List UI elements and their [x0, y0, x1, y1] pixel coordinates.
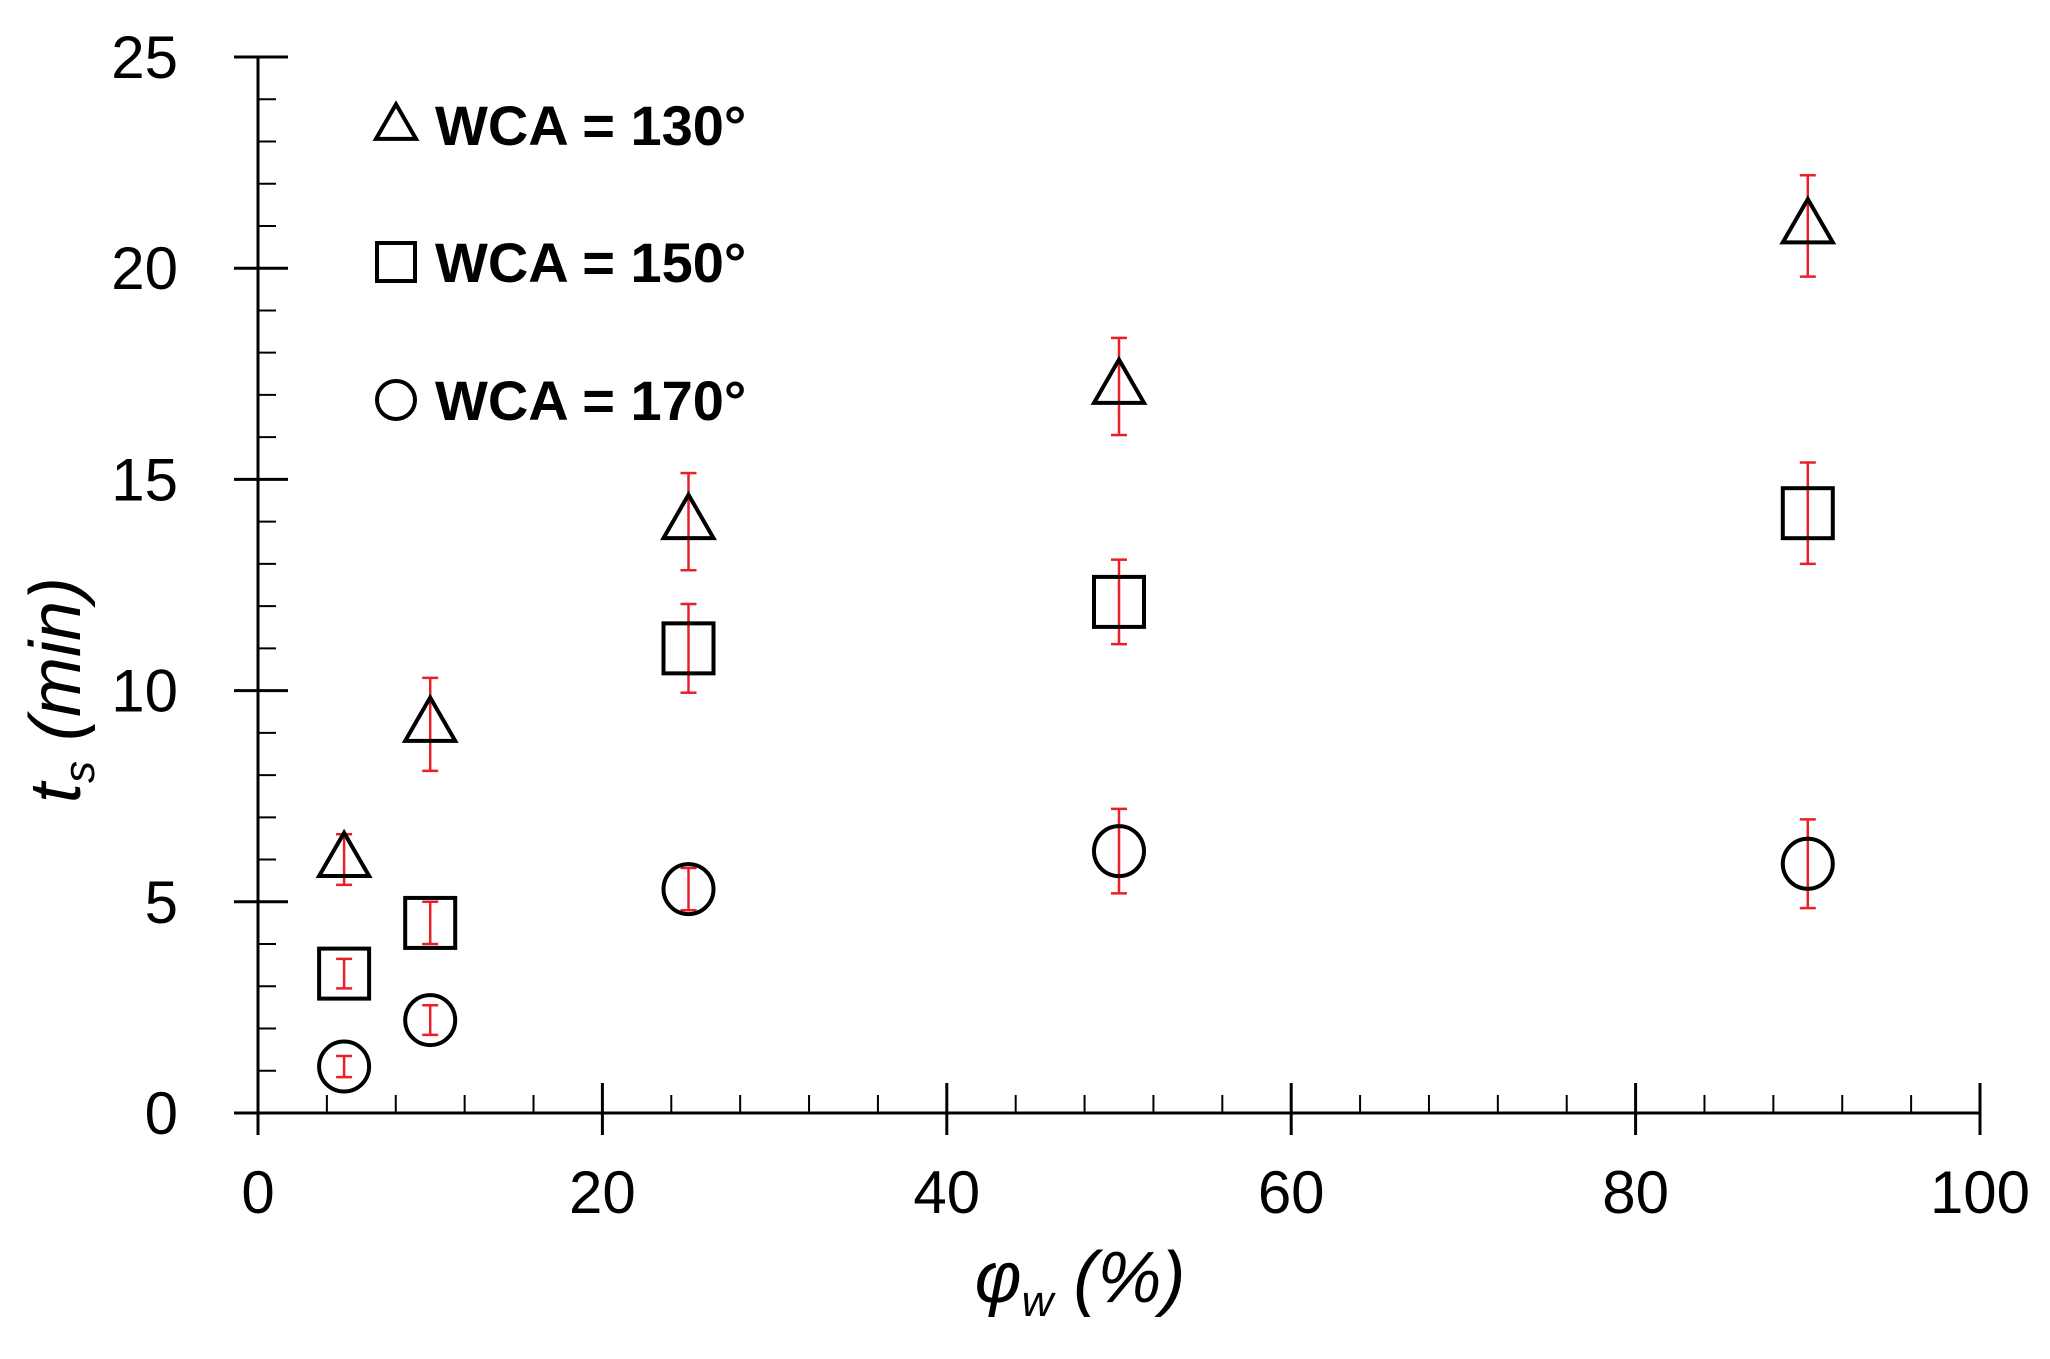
x-axis-title-sub: w — [1022, 1277, 1057, 1326]
y-tick-label: 15 — [111, 446, 178, 513]
y-tick-label: 25 — [111, 24, 178, 91]
y-tick-label: 20 — [111, 235, 178, 302]
axes: 0 20 40 60 80 100 0 5 10 15 20 25 — [111, 24, 2030, 1226]
data-point-circle — [403, 993, 458, 1048]
data-point-circle — [1780, 836, 1835, 891]
error-bars — [336, 174, 1816, 1079]
data-point-square — [1092, 574, 1146, 629]
data-point-square — [1780, 486, 1835, 541]
data-point-triangle — [1779, 195, 1837, 245]
y-tick-label: 0 — [145, 1080, 178, 1147]
data-point-square — [661, 621, 716, 676]
data-point-triangle — [315, 828, 373, 879]
data-markers — [315, 195, 1837, 1094]
y-axis-title: ts (min) — [16, 577, 104, 803]
legend-label: WCA = 170° — [435, 369, 746, 432]
data-point-square — [317, 946, 372, 1001]
legend-item: WCA = 170° — [375, 369, 746, 432]
x-axis-title-unit: (%) — [1053, 1238, 1185, 1318]
data-point-triangle — [401, 693, 459, 743]
x-tick-label: 40 — [913, 1159, 980, 1226]
legend-label: WCA = 130° — [435, 94, 746, 157]
y-tick-label: 5 — [145, 869, 178, 936]
y-axis-title-main: t — [16, 780, 96, 803]
x-axis-title: φw (%) — [975, 1238, 1186, 1326]
x-tick-label: 60 — [1258, 1159, 1325, 1226]
data-point-circle — [1092, 824, 1146, 879]
data-point-circle — [661, 862, 716, 917]
data-point-triangle — [660, 490, 717, 541]
y-axis-title-sub: s — [55, 761, 104, 783]
legend-marker-square — [375, 241, 417, 283]
x-tick-label: 100 — [1930, 1159, 2030, 1226]
legend-marker-triangle — [372, 100, 420, 141]
x-tick-label: 20 — [569, 1159, 636, 1226]
data-point-circle — [317, 1039, 372, 1094]
legend-item: WCA = 130° — [372, 94, 746, 157]
data-point-square — [403, 895, 458, 950]
legend-label: WCA = 150° — [435, 231, 746, 294]
legend-item: WCA = 150° — [375, 231, 746, 294]
x-tick-label: 80 — [1602, 1159, 1669, 1226]
x-tick-label: 0 — [241, 1159, 274, 1226]
legend: WCA = 130° WCA = 150° WCA = 170° — [372, 94, 746, 432]
y-tick-label: 10 — [111, 658, 178, 725]
x-axis-title-main: φ — [975, 1238, 1022, 1318]
legend-marker-circle — [375, 379, 417, 421]
y-axis-title-unit: (min) — [16, 577, 96, 761]
data-point-triangle — [1090, 355, 1148, 405]
